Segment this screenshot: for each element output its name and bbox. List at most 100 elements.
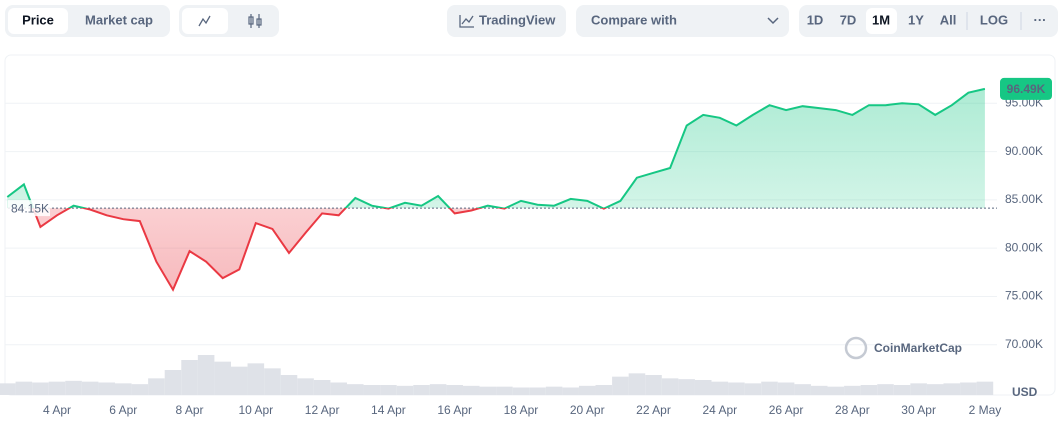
tradingview-label[interactable]: TradingView <box>479 12 556 27</box>
current-price-badge <box>1000 77 1052 100</box>
volume-bar <box>761 381 778 395</box>
price-tab[interactable]: Price <box>22 12 54 27</box>
range-button[interactable]: 1Y <box>908 12 924 27</box>
volume-bar <box>164 370 182 395</box>
watermark: CoinMarketCap <box>874 341 962 355</box>
x-tick-label: 10 Apr <box>238 403 273 417</box>
volume-bar <box>595 385 613 395</box>
x-tick-label: 26 Apr <box>769 403 804 417</box>
range-button[interactable]: 1D <box>807 12 824 27</box>
volume-bar <box>844 385 861 395</box>
x-tick-label: 2 May <box>969 403 1002 417</box>
volume-bar <box>32 382 49 395</box>
tradingview-button[interactable] <box>447 5 566 37</box>
volume-bar <box>678 379 695 395</box>
price-line-up <box>6 87 986 209</box>
x-tick-label: 18 Apr <box>504 403 539 417</box>
range-button[interactable]: All <box>940 12 957 27</box>
log-button[interactable]: LOG <box>980 12 1008 27</box>
x-tick-label: 22 Apr <box>636 403 671 417</box>
current-price-label: 96.49K <box>1007 82 1046 96</box>
volume-bar <box>15 381 33 395</box>
volume-bar <box>148 378 165 395</box>
volume-bar <box>98 382 115 395</box>
volume-bar <box>612 376 629 395</box>
currency-label: USD <box>1012 385 1038 399</box>
baseline-label: 84.15K <box>11 201 49 215</box>
volume-bar <box>363 385 381 395</box>
watermark-logo <box>844 336 868 360</box>
volume-bar <box>860 385 878 395</box>
volume-bar <box>578 385 596 395</box>
x-tick-label: 6 Apr <box>109 403 137 417</box>
volume-bar <box>264 368 281 395</box>
volume-bar <box>529 387 546 395</box>
volume-bar <box>562 387 579 395</box>
market-cap-tab[interactable]: Market cap <box>85 12 153 27</box>
volume-bar <box>462 385 480 395</box>
volume-bar <box>711 381 729 395</box>
volume-bar <box>346 384 364 395</box>
chevron <box>767 17 779 25</box>
candle-icon[interactable] <box>248 14 262 28</box>
y-tick-label: 90.00K <box>1005 144 1043 158</box>
volume-bar <box>297 378 314 395</box>
volume-bar <box>893 385 911 395</box>
y-tick-label: 70.00K <box>1005 337 1043 351</box>
volume-bar <box>926 384 944 395</box>
volume-bar <box>744 383 762 395</box>
volume-bar <box>230 366 248 395</box>
area-up <box>7 88 985 209</box>
volume-bar <box>479 386 497 395</box>
volume-bar <box>694 380 712 395</box>
volume-bar <box>877 384 894 395</box>
volume-bar <box>0 383 16 395</box>
volume-bar <box>960 382 977 395</box>
volume-bar <box>976 381 994 395</box>
volume-bar <box>214 361 231 395</box>
volume-bar <box>645 375 662 395</box>
toggle-active[interactable] <box>8 8 68 34</box>
compare-label[interactable]: Compare with <box>591 12 677 27</box>
volume-bar <box>247 363 265 395</box>
volume-bar <box>943 383 961 395</box>
volume-bar <box>628 373 646 395</box>
compare-select[interactable] <box>576 5 789 37</box>
range-button[interactable]: 7D <box>840 12 857 27</box>
line-icon <box>198 15 211 27</box>
tradingview-icon <box>459 15 474 28</box>
volume-bar <box>48 381 66 395</box>
volume-bar <box>910 383 927 395</box>
more-button[interactable]: ··· <box>1034 12 1047 27</box>
volume-bar <box>545 386 563 395</box>
volume-bar <box>827 386 845 395</box>
volume-bar <box>446 385 463 395</box>
volume-bar <box>496 386 513 395</box>
x-tick-label: 16 Apr <box>437 403 472 417</box>
volume-bar <box>330 382 347 395</box>
range-button[interactable]: 1M <box>872 12 890 27</box>
x-tick-label: 12 Apr <box>305 403 340 417</box>
volume-bar <box>81 381 99 395</box>
volume-bar <box>810 385 828 395</box>
volume-bar <box>728 382 745 395</box>
volume-bar <box>396 385 414 395</box>
volume-bar <box>429 384 447 395</box>
volume-bar <box>114 383 132 395</box>
x-tick-label: 14 Apr <box>371 403 406 417</box>
volume-bar <box>197 355 215 395</box>
volume-bar <box>777 382 795 395</box>
volume-bar <box>313 380 331 395</box>
price-line-down <box>32 208 608 292</box>
volume-bar <box>661 378 679 395</box>
volume-bar <box>512 387 530 395</box>
y-tick-label: 80.00K <box>1005 240 1043 254</box>
range-active[interactable] <box>866 8 897 34</box>
x-tick-label: 30 Apr <box>901 403 936 417</box>
volume-bar <box>65 380 82 395</box>
x-tick-label: 4 Apr <box>43 403 71 417</box>
volume-bar <box>131 384 149 395</box>
volume-bar <box>280 375 298 395</box>
